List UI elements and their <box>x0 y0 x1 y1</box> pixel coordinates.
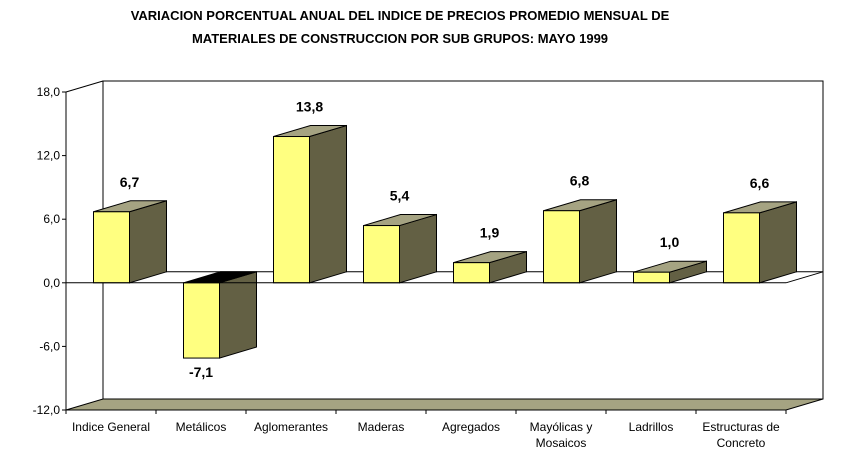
x-category-label: Mayólicas y <box>530 420 593 434</box>
x-category-label: Maderas <box>358 420 405 434</box>
bar-front <box>723 212 760 284</box>
bar-side <box>399 213 437 284</box>
data-label: 1,0 <box>660 234 680 250</box>
bar-side <box>759 201 797 284</box>
y-tick-label: 18,0 <box>37 85 61 99</box>
bar <box>543 199 617 284</box>
bar-front <box>363 225 400 284</box>
chart-title-line-1: VARIACION PORCENTUAL ANUAL DEL INDICE DE… <box>130 8 670 23</box>
y-axis: 18,0 12,0 6,0 0,0 -6,0 -12,0 <box>33 85 67 417</box>
bar <box>183 271 257 359</box>
data-label: 5,4 <box>390 188 410 204</box>
y-tick-label: -12,0 <box>33 403 61 417</box>
data-label: 6,6 <box>750 175 770 191</box>
x-category-label: Agregados <box>442 420 500 434</box>
x-category-label: Indice General <box>72 420 150 434</box>
x-category-label: Aglomerantes <box>254 420 328 434</box>
bar-front <box>93 211 130 284</box>
chart-title-line-2: MATERIALES DE CONSTRUCCION POR SUB GRUPO… <box>191 31 609 46</box>
side-wall-top-edge <box>65 80 104 93</box>
x-category-label: Metálicos <box>176 420 227 434</box>
bar <box>453 250 527 284</box>
bars <box>93 124 797 359</box>
bar <box>363 213 437 284</box>
bar-front <box>633 271 670 284</box>
data-label: -7,1 <box>189 364 213 380</box>
x-category-label: Estructuras de <box>702 420 780 434</box>
x-axis: Indice General Metálicos Aglomerantes Mader… <box>65 282 787 450</box>
bar <box>633 260 707 284</box>
y-tick-label: -6,0 <box>39 339 60 353</box>
bar <box>273 124 347 284</box>
bar-front <box>273 136 310 284</box>
bar-side <box>219 271 257 359</box>
data-label: 6,8 <box>570 173 590 189</box>
x-category-label: Concreto <box>717 436 766 450</box>
bar-side <box>129 200 167 284</box>
zero-line-side <box>785 271 824 284</box>
x-category-label: Ladrillos <box>629 420 674 434</box>
data-label: 1,9 <box>480 225 500 241</box>
chart-floor <box>65 398 824 411</box>
bar-side <box>309 124 347 284</box>
chart-walls <box>65 80 824 411</box>
data-labels: 6,7 -7,1 13,8 5,4 1,9 6,8 1,0 6,6 <box>120 99 770 381</box>
bar <box>93 200 167 284</box>
y-tick-label: 0,0 <box>43 276 60 290</box>
bar-front <box>543 210 580 284</box>
bar <box>723 201 797 284</box>
x-category-label: Mosaicos <box>536 436 587 450</box>
data-label: 6,7 <box>120 174 140 190</box>
bar-side <box>579 199 617 284</box>
data-label: 13,8 <box>296 99 323 115</box>
y-tick-label: 6,0 <box>43 212 60 226</box>
bar-front <box>453 262 490 284</box>
y-tick-label: 12,0 <box>37 149 61 163</box>
bar-front <box>183 282 220 359</box>
